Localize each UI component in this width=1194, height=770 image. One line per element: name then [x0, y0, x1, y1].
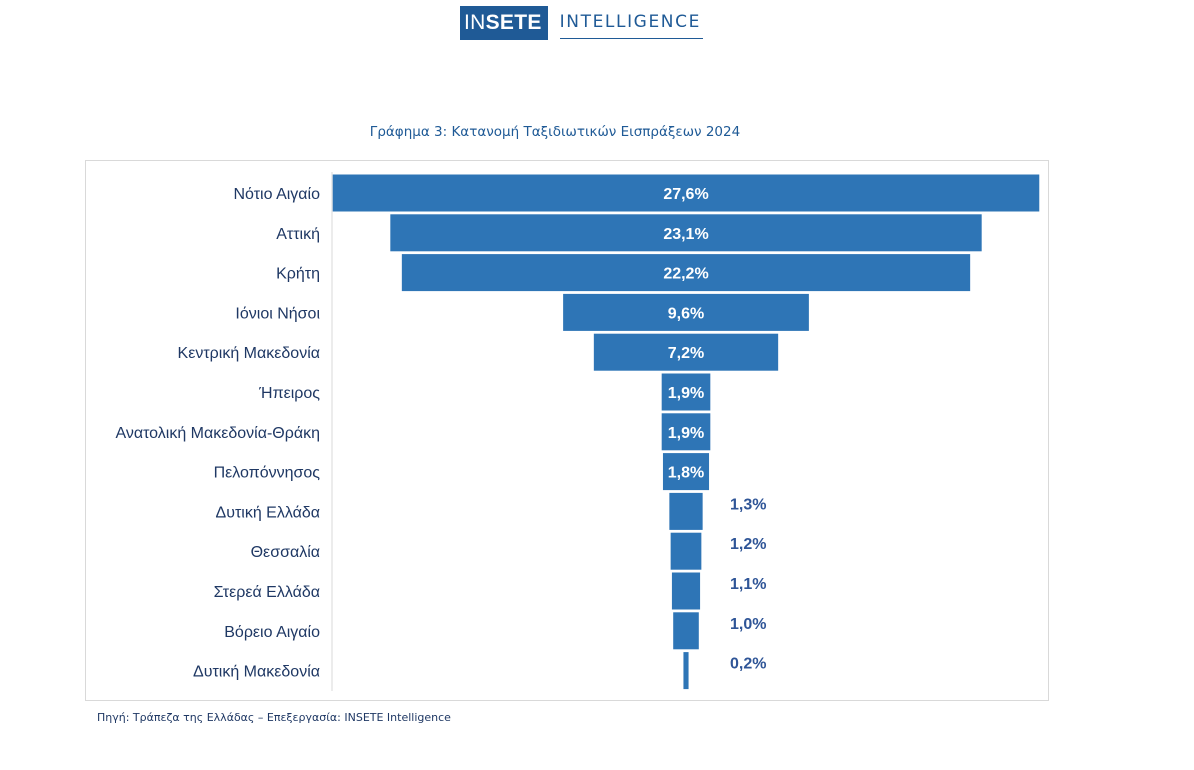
bar	[661, 373, 711, 411]
category-label: Πελοπόννησος	[214, 465, 321, 482]
category-label: Στερεά Ελλάδα	[214, 584, 320, 601]
value-label: 1,1%	[730, 576, 766, 593]
value-label: 9,6%	[668, 305, 704, 322]
value-label: 23,1%	[663, 226, 708, 243]
value-label: 1,3%	[730, 496, 766, 513]
logo-insete-box: INSETE	[460, 6, 548, 40]
category-label: Ανατολική Μακεδονία-Θράκη	[115, 425, 320, 442]
bar	[662, 453, 710, 491]
value-label: 1,9%	[668, 385, 704, 402]
logo-text-in: IN	[464, 11, 486, 34]
bar	[661, 413, 711, 451]
category-label: Βόρειο Αιγαίο	[224, 624, 320, 641]
bar	[673, 612, 699, 650]
value-label: 1,8%	[668, 465, 704, 482]
value-label: 1,2%	[730, 536, 766, 553]
category-label: Αττική	[276, 226, 320, 243]
category-label: Ιόνιοι Νήσοι	[235, 305, 320, 322]
logo-text-sete: SETE	[485, 11, 542, 34]
bar	[563, 293, 809, 331]
value-label: 0,2%	[730, 656, 766, 673]
value-label: 1,9%	[668, 425, 704, 442]
value-label: 27,6%	[663, 186, 708, 203]
bar	[390, 214, 982, 252]
bar	[670, 532, 702, 570]
category-label: Ήπειρος	[258, 385, 320, 402]
bar	[593, 333, 779, 371]
chart-title: Γράφημα 3: Κατανομή Ταξιδιωτικών Εισπράξ…	[369, 124, 741, 140]
chart-frame	[85, 160, 1049, 701]
category-label: Δυτική Μακεδονία	[193, 664, 320, 681]
bar	[669, 492, 703, 530]
category-label: Κεντρική Μακεδονία	[178, 345, 320, 362]
category-label: Κρήτη	[276, 266, 320, 283]
category-label: Νότιο Αιγαίο	[234, 186, 321, 203]
bar	[332, 174, 1040, 212]
bar	[401, 254, 971, 292]
source-note: Πηγή: Τράπεζα της Ελλάδας – Επεξεργασία:…	[97, 711, 451, 724]
value-label: 22,2%	[663, 266, 708, 283]
value-label: 1,0%	[730, 616, 766, 633]
insete-logo: INSETE INTELLIGENCE	[460, 6, 703, 40]
value-label: 7,2%	[668, 345, 704, 362]
logo-intelligence-text: INTELLIGENCE	[559, 6, 703, 39]
bar	[683, 652, 689, 690]
bar	[671, 572, 701, 610]
category-label: Θεσσαλία	[251, 544, 320, 561]
category-label: Δυτική Ελλάδα	[216, 504, 321, 521]
